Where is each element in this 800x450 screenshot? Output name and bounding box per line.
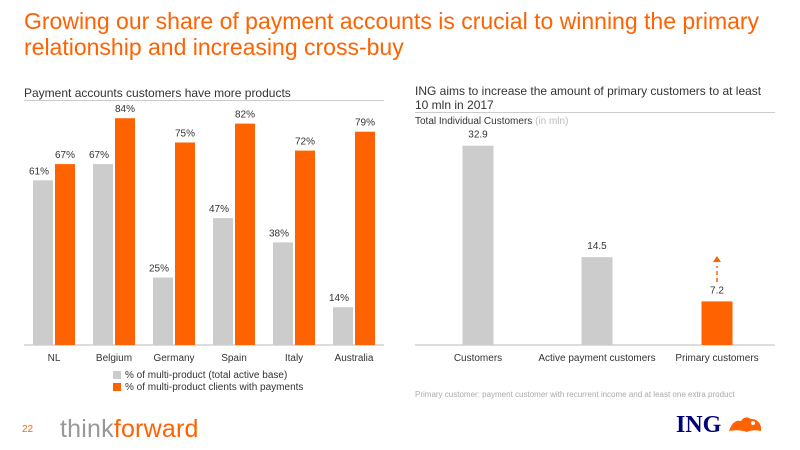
x-tick-label: NL xyxy=(48,353,61,364)
ing-logo: ING xyxy=(676,412,763,439)
bar-value-label: 14% xyxy=(329,293,349,304)
left-chart-subtitle: Payment accounts customers have more pro… xyxy=(24,86,291,100)
legend-label: % of multi-product clients with payments xyxy=(125,381,304,393)
bar-value-label: 47% xyxy=(209,204,229,215)
legend-item-total-base: % of multi-product (total active base) xyxy=(113,369,303,381)
bar-total-base xyxy=(153,277,173,345)
x-tick-label: Active payment customers xyxy=(538,353,655,364)
bar-active-payment-customers xyxy=(581,257,613,345)
x-tick-label: Belgium xyxy=(96,353,132,364)
thinkforward-logo: thinkforward xyxy=(60,415,199,444)
legend-item-payments: % of multi-product clients with payments xyxy=(113,381,303,393)
x-tick-label: Spain xyxy=(221,353,247,364)
brand-forward: forward xyxy=(113,415,199,443)
bar-value-label: 38% xyxy=(269,228,289,239)
bar-payments xyxy=(55,164,75,345)
bar-value-label: 75% xyxy=(175,129,195,140)
bar-value-label: 61% xyxy=(29,166,49,177)
bar-value-label: 14.5 xyxy=(587,241,607,252)
x-tick-label: Italy xyxy=(285,353,303,364)
bar-total-base xyxy=(333,307,353,345)
bar-customers xyxy=(462,145,494,345)
page-title: Growing our share of payment accounts is… xyxy=(24,8,760,60)
bar-payments xyxy=(295,150,315,345)
left-chart-legend: % of multi-product (total active base) %… xyxy=(113,369,303,393)
bar-payments xyxy=(235,123,255,345)
x-tick-label: Customers xyxy=(454,353,502,364)
lion-icon xyxy=(729,417,762,432)
bar-value-label: 82% xyxy=(235,110,255,121)
right-divider xyxy=(415,112,775,113)
legend-swatch-grey xyxy=(113,371,121,379)
ing-logo-text: ING xyxy=(676,412,722,438)
legend-swatch-orange xyxy=(113,383,121,391)
series-unit-text: (in mln) xyxy=(535,116,569,127)
bar-total-base xyxy=(273,242,293,345)
bar-total-base xyxy=(93,164,113,345)
bar-value-label: 67% xyxy=(55,150,75,161)
bar-value-label: 7.2 xyxy=(710,285,724,296)
page-number: 22 xyxy=(22,424,34,435)
bar-value-label: 32.9 xyxy=(468,130,488,141)
growth-arrow-head-icon xyxy=(713,256,721,262)
bar-payments xyxy=(175,142,195,345)
bar-total-base xyxy=(213,218,233,345)
bar-payments xyxy=(115,118,135,345)
bar-value-label: 84% xyxy=(115,104,135,115)
series-label-text: Total Individual Customers xyxy=(415,116,533,127)
bar-primary-customers xyxy=(701,301,733,345)
legend-label: % of multi-product (total active base) xyxy=(125,369,288,381)
bar-total-base xyxy=(33,180,53,345)
x-tick-label: Australia xyxy=(335,353,374,364)
bar-payments xyxy=(355,131,375,345)
bar-value-label: 25% xyxy=(149,264,169,275)
left-divider xyxy=(24,100,384,101)
bar-value-label: 79% xyxy=(355,118,375,129)
bar-value-label: 72% xyxy=(295,137,315,148)
right-chart-subtitle: ING aims to increase the amount of prima… xyxy=(415,84,762,112)
bar-value-label: 67% xyxy=(89,150,109,161)
brand-think: think xyxy=(60,415,114,443)
right-chart-series-label: Total Individual Customers (in mln) xyxy=(415,115,568,129)
x-tick-label: Primary customers xyxy=(675,353,758,364)
x-tick-label: Germany xyxy=(153,353,194,364)
footnote: Primary customer: payment customer with … xyxy=(415,390,735,399)
